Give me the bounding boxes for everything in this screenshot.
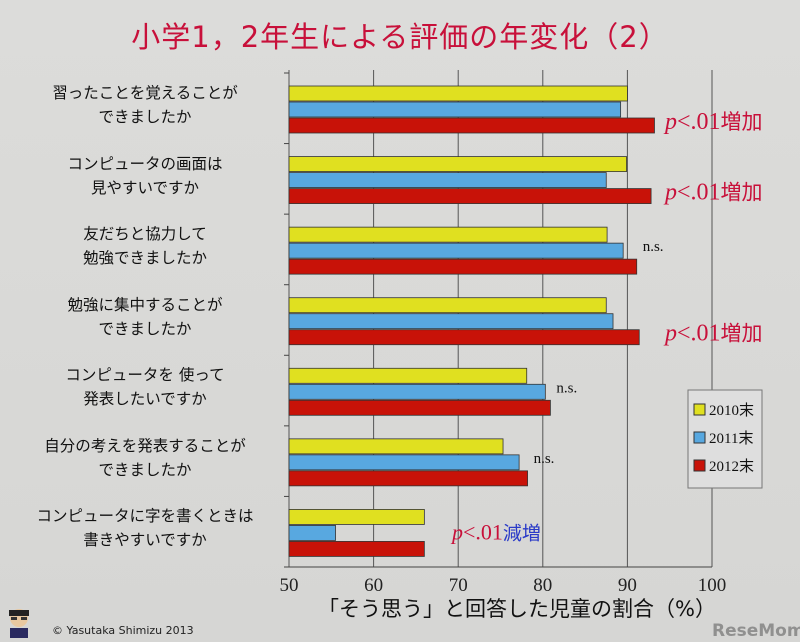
significance-annotation: p<.01減増 — [450, 519, 541, 544]
category-label: 友だちと協力して 勉強できましたか — [10, 222, 280, 270]
bar-2011末 — [288, 383, 546, 400]
bar-2010末 — [288, 438, 504, 455]
ns-annotation: n.s. — [643, 239, 664, 255]
category-label: コンピュータの画面は 見やすいですか — [10, 152, 280, 200]
category-label-line: 勉強に集中することが — [67, 295, 223, 314]
category-label-line: 習ったことを覚えることが — [52, 84, 238, 102]
category-label-line: 自分の考えを発表することが — [44, 436, 246, 455]
bar-2012末 — [288, 329, 640, 346]
bar-2010末 — [288, 226, 608, 243]
category-label-line: できましたか — [98, 460, 192, 479]
category-label: コンピュータを 使って 発表したいですか — [10, 363, 280, 411]
category-label: 勉強に集中することが できましたか — [10, 293, 280, 341]
significance-annotation: p<.01増加 — [663, 180, 763, 206]
x-tick-label: 50 — [280, 575, 299, 596]
bar-2011末 — [288, 313, 614, 330]
x-axis-label: 「そう思う」と回答した児童の割合（%） — [318, 597, 716, 621]
legend-swatch — [693, 459, 706, 472]
category-label: 自分の考えを発表することが できましたか — [10, 434, 280, 482]
bar-2012末 — [288, 188, 652, 204]
ns-annotation: n.s. — [534, 451, 555, 467]
bar-2010末 — [288, 85, 628, 102]
bar-2012末 — [288, 541, 425, 557]
legend-swatch — [693, 403, 706, 416]
category-label-line: できましたか — [98, 319, 192, 338]
category-label: コンピュータに字を書くときは 書きやすいですか — [10, 504, 280, 552]
bar-2011末 — [288, 242, 624, 259]
bar-2011末 — [288, 172, 607, 188]
category-label-line: できましたか — [98, 108, 192, 126]
ns-annotation: n.s. — [556, 380, 577, 396]
category-label-line: 発表したいですか — [83, 390, 207, 409]
bar-2012末 — [288, 117, 655, 134]
bar-2012末 — [288, 258, 638, 275]
legend-label: 2010末 — [709, 402, 754, 419]
x-tick-label: 90 — [618, 575, 637, 596]
x-tick-label: 80 — [533, 575, 552, 596]
category-label-line: コンピュータの画面は — [67, 154, 223, 173]
legend-label: 2012末 — [709, 458, 754, 475]
bar-2010末 — [288, 509, 425, 525]
significance-annotation: p<.01増加 — [663, 109, 763, 135]
category-label-line: 書きやすいですか — [83, 531, 207, 550]
x-tick-label: 60 — [364, 575, 383, 596]
category-label: 習ったことを覚えることが できましたか — [10, 81, 280, 129]
category-label-line: コンピュータに字を書くときは — [36, 507, 254, 526]
bar-2010末 — [288, 156, 627, 172]
bar-2012末 — [288, 399, 551, 416]
chart-title: 小学1，2年生による評価の年変化（2） — [131, 20, 669, 54]
legend-swatch — [693, 431, 706, 444]
bar-2011末 — [288, 101, 622, 118]
bar-2011末 — [288, 454, 520, 471]
copyright: © Yasutaka Shimizu 2013 — [52, 624, 194, 637]
x-tick-label: 70 — [449, 575, 468, 596]
bar-2010末 — [288, 367, 528, 384]
category-label-line: コンピュータを 使って — [65, 366, 225, 385]
category-label-line: 友だちと協力して — [83, 225, 207, 244]
significance-annotation: p<.01増加 — [663, 321, 763, 347]
presenter-avatar-icon — [9, 609, 29, 638]
bar-2012末 — [288, 470, 528, 487]
x-tick-label: 100 — [698, 575, 727, 596]
category-label-line: 見やすいですか — [90, 178, 200, 197]
bar-2010末 — [288, 297, 607, 314]
legend-label: 2011末 — [709, 430, 753, 447]
bar-2011末 — [288, 525, 336, 541]
watermark-logo: ReseMom — [712, 621, 800, 641]
category-label-line: 勉強できましたか — [82, 249, 207, 268]
